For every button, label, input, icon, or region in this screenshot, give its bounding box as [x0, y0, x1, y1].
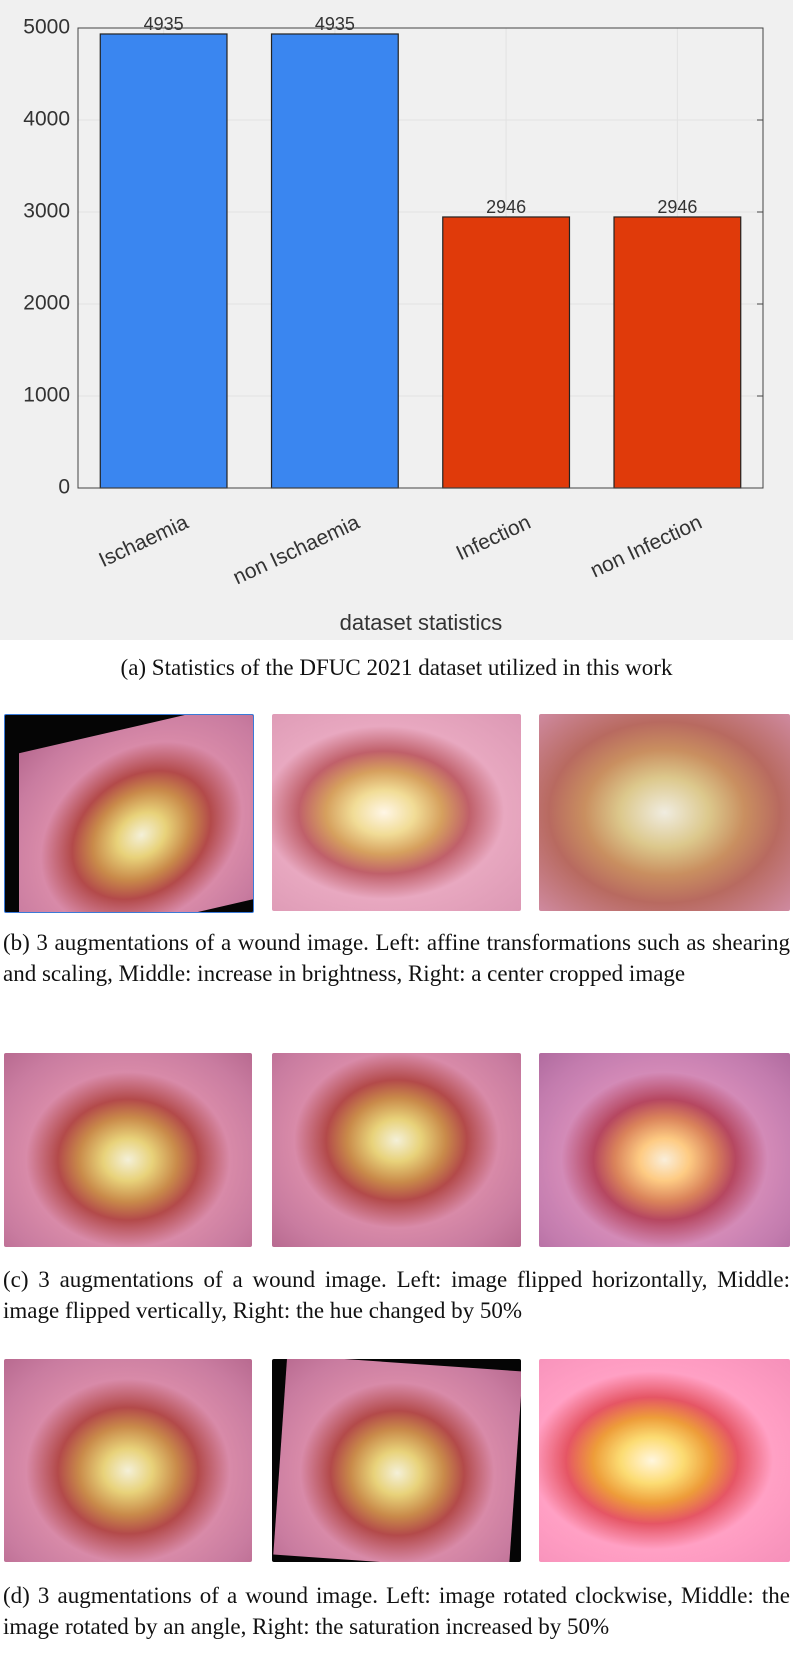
wound-image [272, 714, 521, 911]
y-tick-label: 2000 [23, 292, 70, 315]
wound-image [539, 1053, 790, 1247]
bar [613, 216, 742, 489]
plot-area [77, 27, 764, 489]
bar [99, 33, 228, 489]
data-label: 2946 [486, 197, 526, 217]
wound-image [272, 1053, 521, 1247]
y-tick-label: 3000 [23, 200, 70, 223]
caption: (b) 3 augmentations of a wound image. Le… [3, 930, 790, 986]
wound-image [4, 1359, 252, 1562]
chart: dataset statistics 0 1000 2000 3000 4000 5000… [0, 0, 793, 640]
wound-image [539, 714, 790, 911]
wound-image [272, 1359, 521, 1562]
y-tick-label: 4000 [23, 108, 70, 131]
x-axis-label: dataset statistics [340, 610, 503, 635]
bar [442, 216, 571, 489]
caption: (c) 3 augmentations of a wound image. Le… [3, 1267, 790, 1323]
caption: (d) 3 augmentations of a wound image. Le… [3, 1583, 790, 1639]
wound-image [4, 714, 254, 913]
y-tick-label: 5000 [23, 16, 70, 39]
bar [270, 33, 399, 489]
wound-image [539, 1359, 790, 1562]
data-label: 2946 [657, 197, 697, 217]
y-tick-label: 0 [58, 476, 70, 499]
data-label: 4935 [144, 14, 184, 34]
caption: (a) Statistics of the DFUC 2021 dataset … [120, 655, 673, 680]
y-tick-label: 1000 [23, 384, 70, 407]
data-label: 4935 [315, 14, 355, 34]
wound-image [4, 1053, 252, 1247]
